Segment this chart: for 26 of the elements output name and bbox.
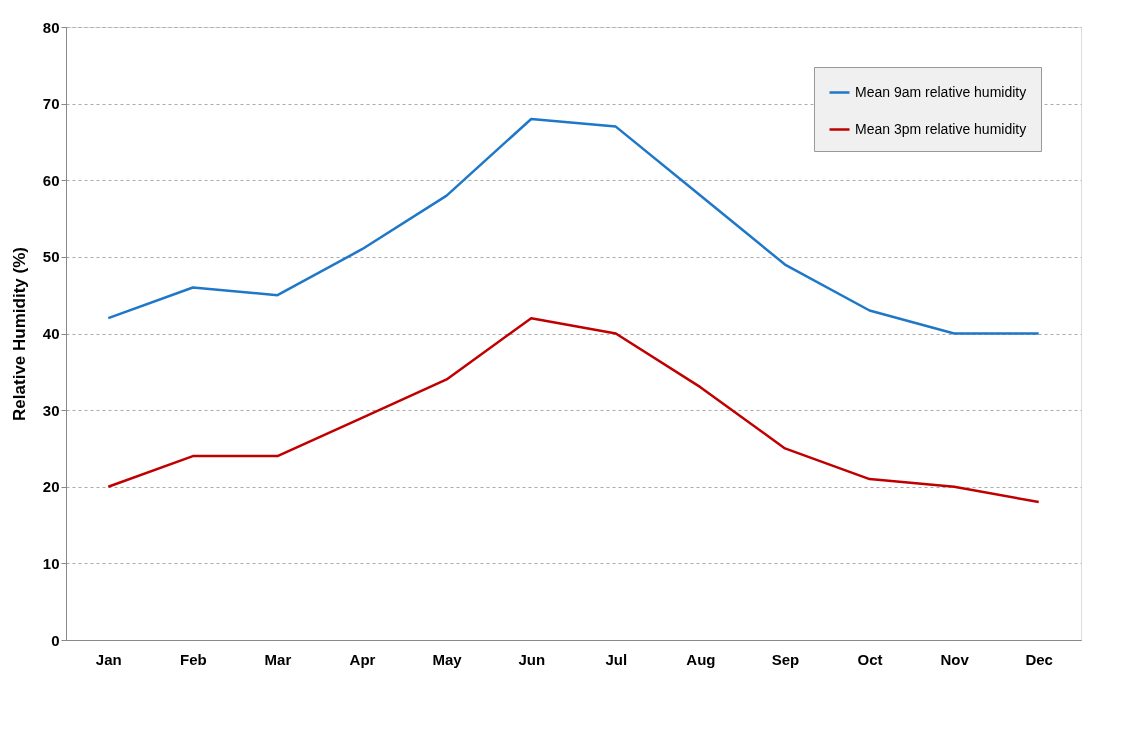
y-axis-title: Relative Humidity (%) <box>9 247 29 421</box>
x-tick-label: Oct <box>857 650 883 668</box>
x-tick-label: Jul <box>605 650 628 668</box>
y-tick-label: 60 <box>42 171 60 189</box>
y-tick-label: 20 <box>42 478 60 496</box>
x-tick-label: Nov <box>940 650 970 668</box>
x-tick-label: Mar <box>264 650 292 668</box>
x-tick-label: Dec <box>1025 650 1053 668</box>
y-tick-label: 10 <box>42 554 60 572</box>
y-tick-label: 50 <box>42 248 60 266</box>
x-tick-label: Jan <box>95 650 122 668</box>
x-tick-label: Jun <box>518 650 546 668</box>
y-tick-label: 30 <box>42 401 60 419</box>
x-tick-label: May <box>432 650 463 668</box>
y-tick-label: 0 <box>51 631 60 649</box>
x-tick-label: Aug <box>686 650 716 668</box>
x-tick-label: Feb <box>180 650 207 668</box>
x-tick-label: Sep <box>771 650 800 668</box>
legend-label: Mean 3pm relative humidity <box>855 120 1027 137</box>
line-series <box>107 316 1040 504</box>
legend-label: Mean 9am relative humidity <box>855 83 1027 100</box>
line-series <box>107 117 1040 335</box>
y-tick-label: 40 <box>42 325 60 342</box>
y-tick-label: 70 <box>42 95 60 113</box>
x-tick-label: Apr <box>349 650 376 668</box>
y-tick-label: 80 <box>42 18 60 36</box>
